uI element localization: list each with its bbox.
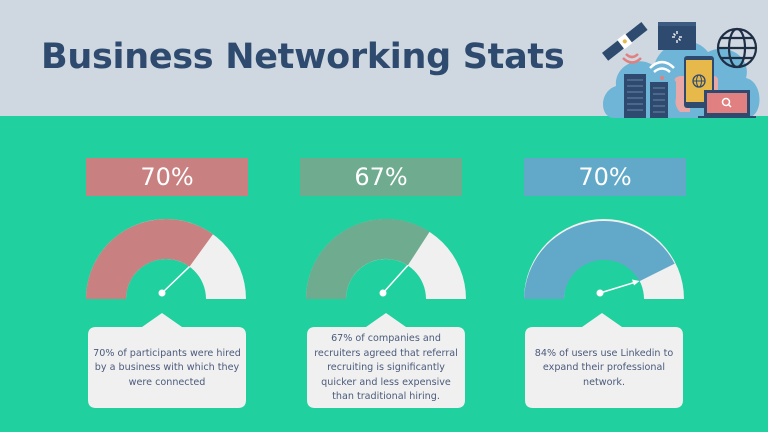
satellite-icon xyxy=(602,22,648,61)
stat-value-3: 70% xyxy=(578,163,632,191)
header-band: Business Networking Stats xyxy=(0,0,768,118)
gauge-fill xyxy=(305,218,430,299)
gauge-1 xyxy=(86,219,246,299)
gauge-fill xyxy=(524,220,675,299)
gauge-needle xyxy=(382,264,409,294)
stat-label-2: 67% xyxy=(300,158,462,196)
wifi-icon xyxy=(649,60,675,80)
callout-1: 70% of participants were hired by a busi… xyxy=(86,310,248,410)
gauge-needle xyxy=(161,266,191,294)
server-rack-icon xyxy=(624,74,668,118)
networking-illustration xyxy=(602,22,760,118)
gauge-pivot xyxy=(379,289,387,297)
stat-value-1: 70% xyxy=(140,163,194,191)
stat-label-3: 70% xyxy=(524,158,686,196)
gauge-fill xyxy=(86,219,213,299)
callout-3: 84% of users use Linkedin to expand thei… xyxy=(523,310,685,410)
gauge-needle-arrowhead xyxy=(632,279,640,286)
signal-waves-icon xyxy=(622,53,642,64)
stat-value-2: 67% xyxy=(354,163,408,191)
gauge-3 xyxy=(524,219,684,299)
page-title: Business Networking Stats xyxy=(41,37,565,77)
laptop-search-icon xyxy=(698,90,756,118)
callout-text-1: 70% of participants were hired by a busi… xyxy=(93,347,241,388)
stat-label-1: 70% xyxy=(86,158,248,196)
callout-text-2: 67% of companies and recruiters agreed t… xyxy=(314,333,458,403)
gauge-needle xyxy=(599,281,637,294)
gauge-2 xyxy=(305,218,466,299)
gauge-pivot xyxy=(596,289,604,297)
smartphone-icon xyxy=(684,56,714,108)
callout-text-3: 84% of users use Linkedin to expand thei… xyxy=(534,347,674,388)
globe-icon xyxy=(716,27,758,69)
gauge-pivot xyxy=(158,289,166,297)
callout-2: 67% of companies and recruiters agreed t… xyxy=(305,310,467,410)
browser-loading-icon xyxy=(658,22,696,50)
